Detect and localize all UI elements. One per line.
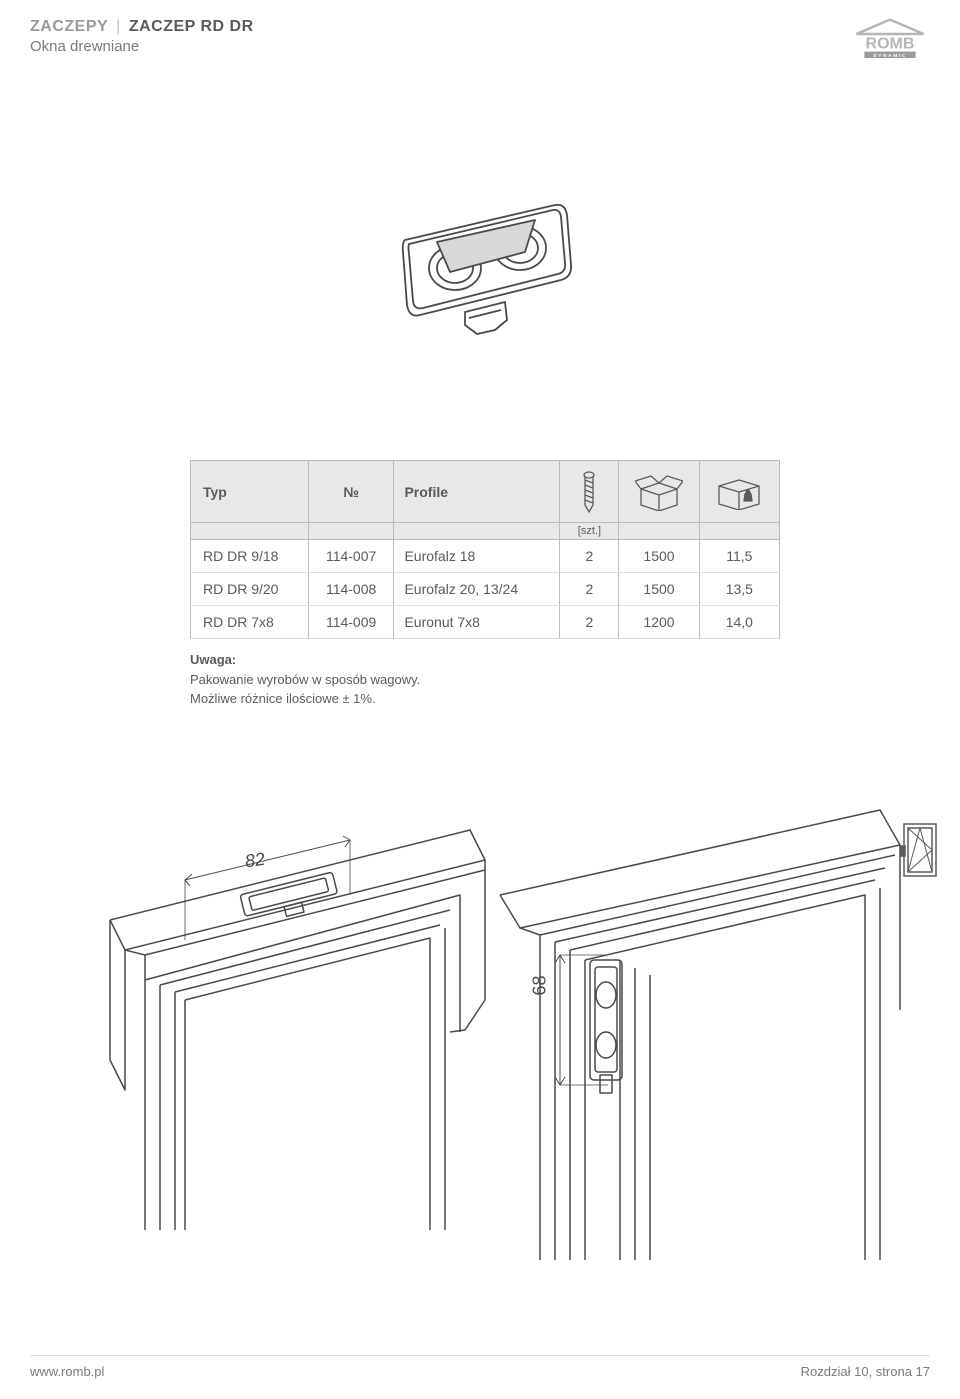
logo-brand-text: ROMB — [866, 35, 915, 52]
col-header-typ: Typ — [191, 461, 309, 523]
col-header-profile: Profile — [394, 461, 560, 523]
col-header-screw — [560, 461, 619, 523]
logo-sub-text: DYNAMIC — [873, 53, 907, 58]
breadcrumb-separator: | — [116, 18, 121, 36]
breadcrumb-category: ZACZEPY — [30, 18, 108, 36]
subheader-empty — [308, 523, 394, 540]
table-row: RD DR 9/18 114-007 Eurofalz 18 2 1500 11… — [191, 540, 780, 573]
breadcrumb-subtitle: Okna drewniane — [30, 38, 254, 55]
subheader-empty — [394, 523, 560, 540]
subheader-unit: [szt.] — [560, 523, 619, 540]
note-line: Pakowanie wyrobów w sposób wagowy. — [190, 670, 420, 690]
dimension-label-right: 68 — [530, 975, 551, 995]
cell-typ: RD DR 9/18 — [191, 540, 309, 573]
cell-screw: 2 — [560, 540, 619, 573]
cell-typ: RD DR 9/20 — [191, 573, 309, 606]
frame-side-view-icon — [490, 800, 910, 1260]
spec-table-wrap: Typ № Profile — [190, 460, 780, 639]
breadcrumb-product-name: ZACZEP RD DR — [129, 18, 254, 36]
cell-box: 1500 — [619, 573, 699, 606]
table-row: RD DR 9/20 114-008 Eurofalz 20, 13/24 2 … — [191, 573, 780, 606]
col-header-no: № — [308, 461, 394, 523]
cell-profile: Eurofalz 18 — [394, 540, 560, 573]
cell-screw: 2 — [560, 573, 619, 606]
header-left: ZACZEPY | ZACZEP RD DR Okna drewniane — [30, 18, 254, 55]
footer-page-ref: Rozdział 10, strona 17 — [801, 1364, 930, 1379]
frame-top-view-icon — [90, 800, 490, 1230]
breadcrumb: ZACZEPY | ZACZEP RD DR — [30, 18, 254, 36]
table-subheader-row: [szt.] — [191, 523, 780, 540]
table-row: RD DR 7x8 114-009 Euronut 7x8 2 1200 14,… — [191, 606, 780, 639]
cell-profile: Euronut 7x8 — [394, 606, 560, 639]
dimension-label-left: 82 — [244, 849, 267, 873]
note-title: Uwaga: — [190, 650, 420, 670]
screw-icon — [581, 470, 597, 514]
cell-typ: RD DR 7x8 — [191, 606, 309, 639]
product-illustration — [365, 170, 595, 350]
page-footer: www.romb.pl Rozdział 10, strona 17 — [30, 1355, 930, 1379]
col-header-box — [619, 461, 699, 523]
cell-box: 1200 — [619, 606, 699, 639]
cell-no: 114-007 — [308, 540, 394, 573]
cell-profile: Eurofalz 20, 13/24 — [394, 573, 560, 606]
note-block: Uwaga: Pakowanie wyrobów w sposób wagowy… — [190, 650, 420, 709]
drawing-right: 68 — [490, 800, 910, 1260]
table-header-row: Typ № Profile — [191, 461, 780, 523]
romb-logo-icon: ROMB DYNAMIC — [850, 18, 930, 58]
cell-screw: 2 — [560, 606, 619, 639]
cell-weight: 13,5 — [699, 573, 779, 606]
keeper-illustration-icon — [365, 170, 595, 350]
window-opening-icon — [900, 820, 940, 880]
subheader-empty — [191, 523, 309, 540]
open-box-icon — [635, 473, 683, 511]
col-header-weight — [699, 461, 779, 523]
subheader-empty — [699, 523, 779, 540]
drawing-left: 82 — [90, 800, 490, 1230]
cell-box: 1500 — [619, 540, 699, 573]
technical-drawings: 82 — [50, 800, 910, 1270]
footer-url: www.romb.pl — [30, 1364, 104, 1379]
page-header: ZACZEPY | ZACZEP RD DR Okna drewniane RO… — [30, 18, 930, 63]
closed-box-weight-icon — [715, 474, 763, 510]
cell-no: 114-009 — [308, 606, 394, 639]
cell-no: 114-008 — [308, 573, 394, 606]
cell-weight: 11,5 — [699, 540, 779, 573]
subheader-empty — [619, 523, 699, 540]
spec-table: Typ № Profile — [190, 460, 780, 639]
note-line: Możliwe różnice ilościowe ± 1%. — [190, 689, 420, 709]
brand-logo: ROMB DYNAMIC — [850, 18, 930, 63]
cell-weight: 14,0 — [699, 606, 779, 639]
